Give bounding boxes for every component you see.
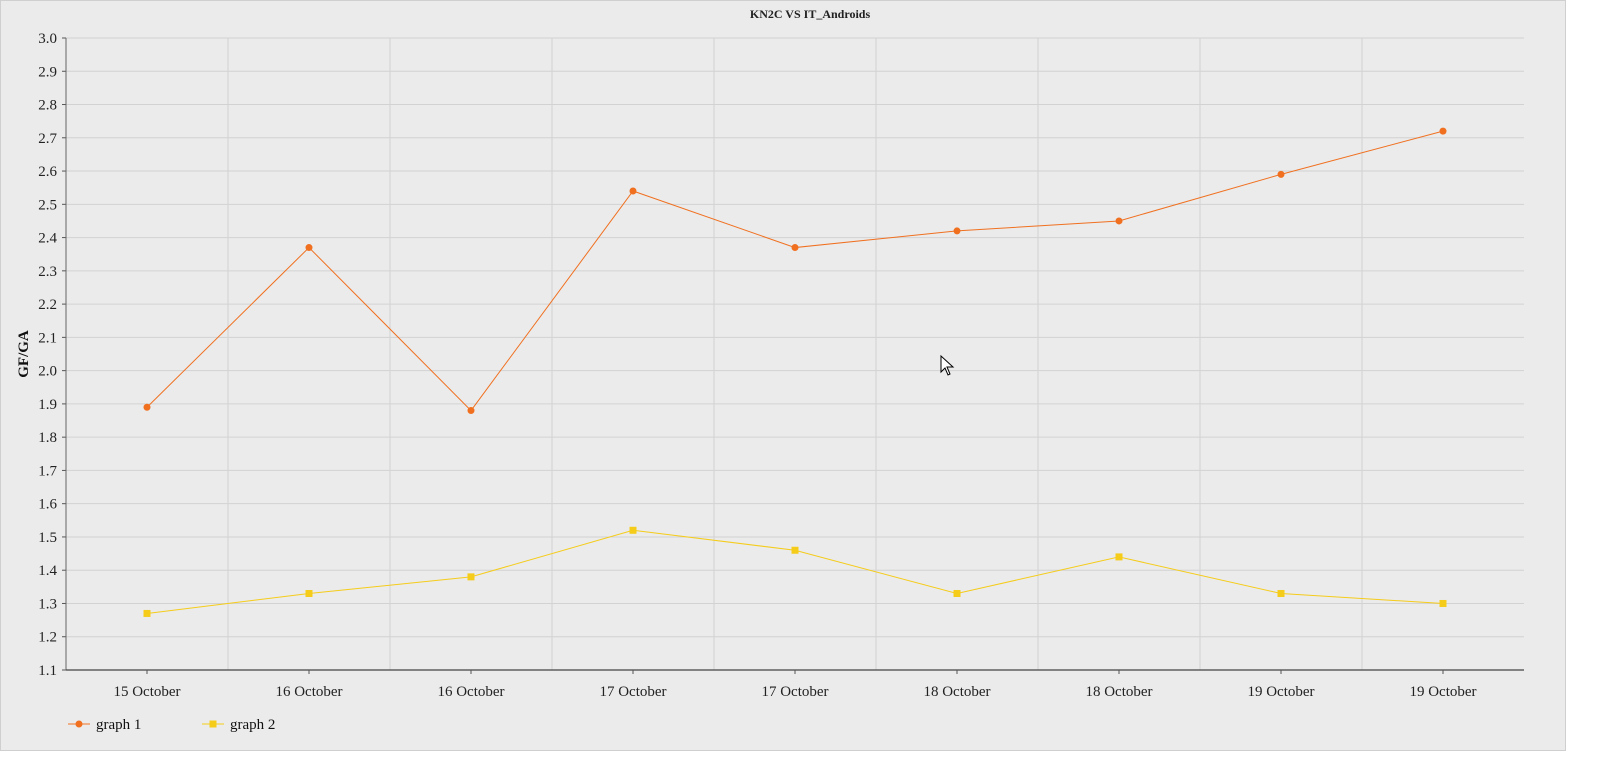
legend-label: graph 1	[96, 717, 141, 733]
series-2	[143, 526, 1447, 617]
grid	[66, 37, 1524, 671]
y-tick-label: 2.2	[38, 297, 57, 313]
y-tick-label: 2.4	[38, 231, 57, 247]
y-tick-label: 2.6	[38, 164, 57, 180]
x-tick-label: 16 October	[437, 684, 504, 700]
y-tick-label: 2.3	[38, 264, 57, 280]
data-point	[1277, 589, 1285, 597]
data-point	[1439, 127, 1447, 135]
data-point	[1439, 599, 1447, 607]
data-point	[467, 407, 475, 415]
y-tick-label: 2.1	[38, 330, 57, 346]
plot-area	[66, 38, 1524, 670]
x-tick-label: 18 October	[923, 684, 990, 700]
data-point	[1277, 170, 1285, 178]
mouse-cursor-icon	[940, 354, 955, 376]
y-tick-label: 1.7	[38, 463, 57, 479]
y-tick-label: 1.8	[38, 430, 57, 446]
y-axis-label: GF/GA	[16, 330, 32, 378]
y-tick-label: 1.5	[38, 530, 57, 546]
y-tick-label: 2.8	[38, 98, 57, 114]
legend-marker	[75, 720, 83, 728]
data-point	[791, 244, 799, 252]
legend-marker	[209, 720, 217, 728]
data-point	[143, 403, 151, 411]
data-point	[791, 546, 799, 554]
x-tick-label: 15 October	[113, 684, 180, 700]
data-point	[305, 589, 313, 597]
chart-title: KN2C VS IT_Androids	[750, 7, 871, 21]
legend-label: graph 2	[230, 717, 275, 733]
legend-item: graph 1	[68, 717, 141, 733]
data-point	[1115, 553, 1123, 561]
x-tick-label: 17 October	[599, 684, 666, 700]
y-tick-label: 2.9	[38, 64, 57, 80]
data-point	[467, 573, 475, 581]
x-tick-label: 19 October	[1409, 684, 1476, 700]
x-tick-label: 18 October	[1085, 684, 1152, 700]
y-tick-label: 1.1	[38, 663, 57, 679]
data-point	[953, 589, 961, 597]
data-point	[143, 609, 151, 617]
series-1	[143, 127, 1447, 415]
data-point	[629, 526, 637, 534]
y-tick-label: 2.7	[38, 131, 57, 147]
x-tick-label: 19 October	[1247, 684, 1314, 700]
data-point	[629, 187, 637, 195]
legend: graph 1 graph 2	[68, 354, 955, 733]
x-tick-label: 17 October	[761, 684, 828, 700]
x-tick-label: 16 October	[275, 684, 342, 700]
data-point	[305, 244, 313, 252]
legend-item: graph 2	[202, 717, 275, 733]
y-tick-label: 2.5	[38, 197, 57, 213]
y-tick-label: 1.6	[38, 497, 57, 513]
series-layer	[143, 127, 1447, 617]
data-point	[1115, 217, 1123, 225]
y-tick-label: 2.0	[38, 364, 57, 380]
y-tick-label: 1.3	[38, 596, 57, 612]
data-point	[953, 227, 961, 235]
y-tick-label: 3.0	[38, 31, 57, 47]
y-tick-label: 1.9	[38, 397, 57, 413]
y-tick-label: 1.2	[38, 630, 57, 646]
axes: 3.0 2.9 2.8 2.7 2.6 2.5 2.4 2.3 2.2 2.1 2.0 1.9 1.8 1…	[38, 31, 1524, 700]
y-tick-label: 1.4	[38, 563, 57, 579]
